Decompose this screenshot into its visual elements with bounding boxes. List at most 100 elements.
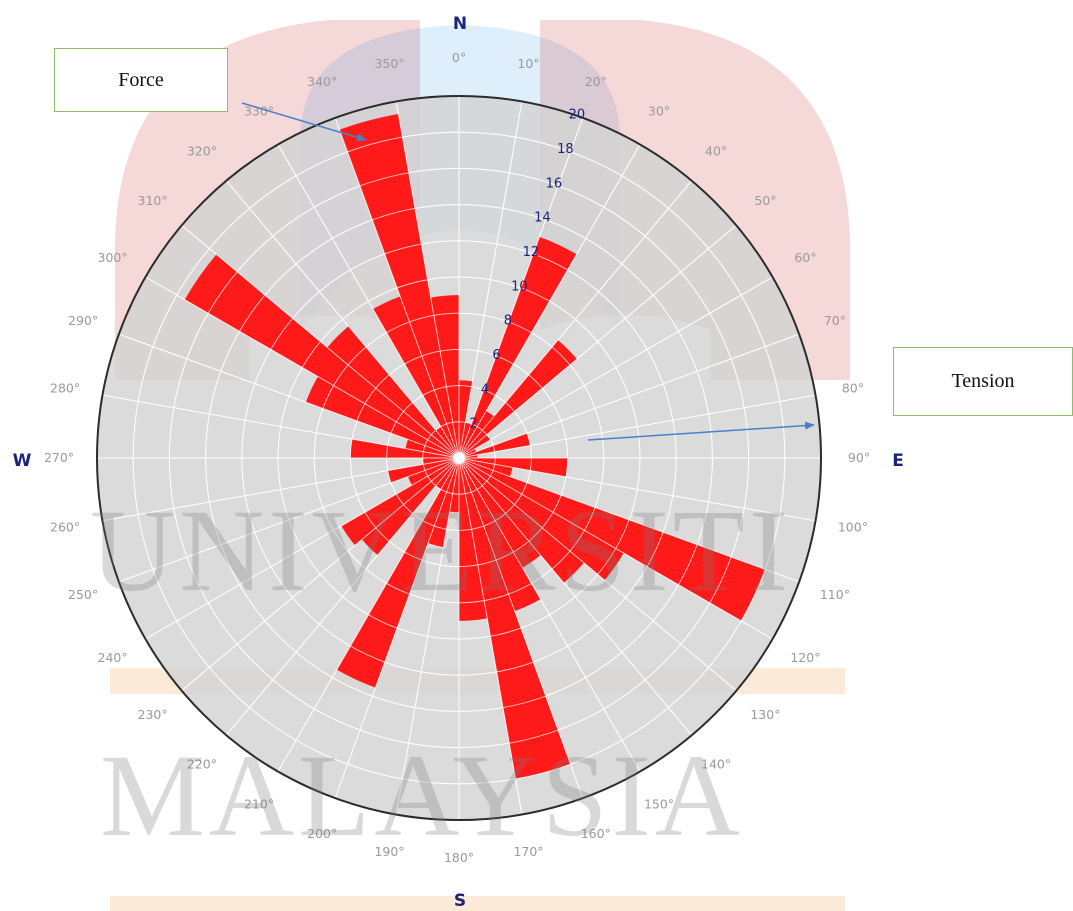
- tension-callout: Tension: [893, 347, 1073, 416]
- petal-grid-spoke-30: [458, 144, 641, 459]
- angle-tick-label-40: 40°: [705, 144, 727, 159]
- radial-tick-label-14: 14: [534, 211, 551, 226]
- petal-grid-spoke-10: [458, 101, 523, 459]
- force-callout-label: Force: [118, 68, 164, 91]
- force-arrow: [241, 102, 367, 142]
- angle-tick-label-30: 30°: [648, 104, 670, 119]
- outer-ring: [96, 95, 822, 821]
- rose-petal-340: [339, 114, 459, 458]
- radial-tick-label-16: 16: [546, 176, 563, 191]
- angle-tick-label-340: 340°: [307, 74, 337, 89]
- angle-tick-label-120: 120°: [790, 650, 820, 665]
- petal-grid-spoke-50: [458, 224, 737, 459]
- watermark-text: UNIVERSITI MALAYSIA: [90, 485, 792, 861]
- angle-tick-label-90: 90°: [848, 450, 870, 465]
- rose-petal-110: [459, 458, 766, 621]
- center-point: [453, 452, 465, 464]
- tension-arrow: [587, 421, 815, 441]
- rose-petals: [97, 96, 821, 820]
- petal-grid-spoke-320: [225, 180, 460, 459]
- angle-tick-label-60: 60°: [794, 250, 816, 265]
- rose-petal-150: [459, 458, 541, 612]
- rose-petal-210: [435, 458, 459, 490]
- rose-petal-160: [459, 458, 571, 779]
- radial-tick-label-18: 18: [557, 142, 574, 157]
- petal-grid-spoke-190: [395, 457, 460, 815]
- angle-tick-label-300: 300°: [98, 250, 128, 265]
- angle-tick-label-70: 70°: [824, 313, 846, 328]
- compass-labels: N E S W: [13, 14, 904, 911]
- angle-tick-label-20: 20°: [585, 74, 607, 89]
- petal-grid-spoke-40: [458, 180, 693, 459]
- rose-petal-30: [459, 411, 494, 458]
- angle-tick-label-260: 260°: [50, 520, 80, 535]
- petal-grid-spoke-290: [118, 333, 460, 459]
- angle-tick-label-230: 230°: [138, 707, 168, 722]
- rose-petal-290: [305, 376, 459, 458]
- angle-tick-label-150: 150°: [644, 796, 674, 811]
- outer-ring-circle: [96, 95, 822, 821]
- radial-tick-label-2: 2: [469, 417, 477, 432]
- rose-petal-300: [184, 254, 459, 458]
- angle-tick-label-160: 160°: [581, 826, 611, 841]
- petal-grid-spoke-20: [458, 117, 584, 459]
- angle-tick-label-220: 220°: [187, 756, 217, 771]
- radial-tick-label-10: 10: [511, 279, 528, 294]
- petal-grid-spoke-150: [458, 457, 641, 772]
- rose-petal-320: [435, 426, 459, 458]
- petal-grid-spoke-260: [102, 457, 460, 522]
- radial-tick-label-4: 4: [481, 382, 489, 397]
- angle-tick-label-290: 290°: [68, 313, 98, 328]
- angle-tick-label-320: 320°: [187, 144, 217, 159]
- angle-tick-label-200: 200°: [307, 826, 337, 841]
- rose-petal-310: [327, 326, 459, 458]
- angle-tick-label-140: 140°: [701, 756, 731, 771]
- angle-tick-label-0: 0°: [452, 50, 466, 65]
- petal-grid-spoke-60: [458, 276, 773, 459]
- angle-tick-label-310: 310°: [138, 193, 168, 208]
- petal-grid-spoke-350: [395, 101, 460, 459]
- petal-grid-spoke-170: [458, 457, 523, 815]
- petal-grid-spoke-230: [181, 457, 460, 692]
- angle-tick-label-270: 270°: [44, 450, 74, 465]
- angle-tick-labels: 0° 10° 20° 30° 40° 50° 60° 70° 80° 90° 100° 110° 120…: [44, 50, 870, 865]
- radial-tick-labels: 2 4 6 8 10 12 14 16 18 20: [469, 108, 585, 432]
- rose-petal-330: [373, 296, 459, 458]
- petal-grid-spoke-130: [458, 457, 737, 692]
- rose-petal-120: [459, 458, 624, 581]
- watermark-text-line1: UNIVERSITI: [90, 485, 792, 616]
- rose-petal-220: [361, 458, 459, 556]
- petal-grid-spoke-210: [277, 457, 460, 772]
- angle-tick-label-80: 80°: [842, 381, 864, 396]
- angle-tick-label-110: 110°: [820, 587, 850, 602]
- radial-tick-label-12: 12: [523, 245, 540, 260]
- petal-grid-spoke-340: [334, 117, 460, 459]
- petal-grid-spoke-140: [458, 457, 693, 736]
- angle-tick-label-250: 250°: [68, 587, 98, 602]
- angle-tick-label-170: 170°: [513, 844, 543, 859]
- petal-grid-spoke-330: [277, 144, 460, 459]
- angle-tick-label-100: 100°: [838, 520, 868, 535]
- petal-grid-spoke-300: [145, 276, 460, 459]
- radial-tick-label-6: 6: [492, 348, 500, 363]
- angle-tick-label-280: 280°: [50, 381, 80, 396]
- force-callout: Force: [54, 48, 228, 112]
- petal-grid-spoke-240: [145, 457, 460, 640]
- petal-grid-spoke-200: [334, 457, 460, 799]
- rose-petal-40: [459, 340, 577, 458]
- petal-grid-spoke-110: [458, 457, 800, 583]
- rose-petal-200: [336, 458, 459, 688]
- angle-tick-label-10: 10°: [517, 56, 539, 71]
- petal-grid-spoke-80: [458, 394, 816, 459]
- watermark-text-line2: MALAYSIA: [100, 730, 744, 861]
- angle-tick-label-210: 210°: [244, 796, 274, 811]
- petal-grid-spoke-100: [458, 457, 816, 522]
- angle-tick-label-180: 180°: [444, 850, 474, 865]
- compass-east-label: E: [892, 451, 904, 471]
- angle-tick-label-130: 130°: [750, 707, 780, 722]
- rose-petal-240: [408, 458, 459, 486]
- tension-callout-label: Tension: [951, 370, 1015, 392]
- compass-north-label: N: [453, 14, 467, 34]
- angle-tick-label-330: 330°: [244, 104, 274, 119]
